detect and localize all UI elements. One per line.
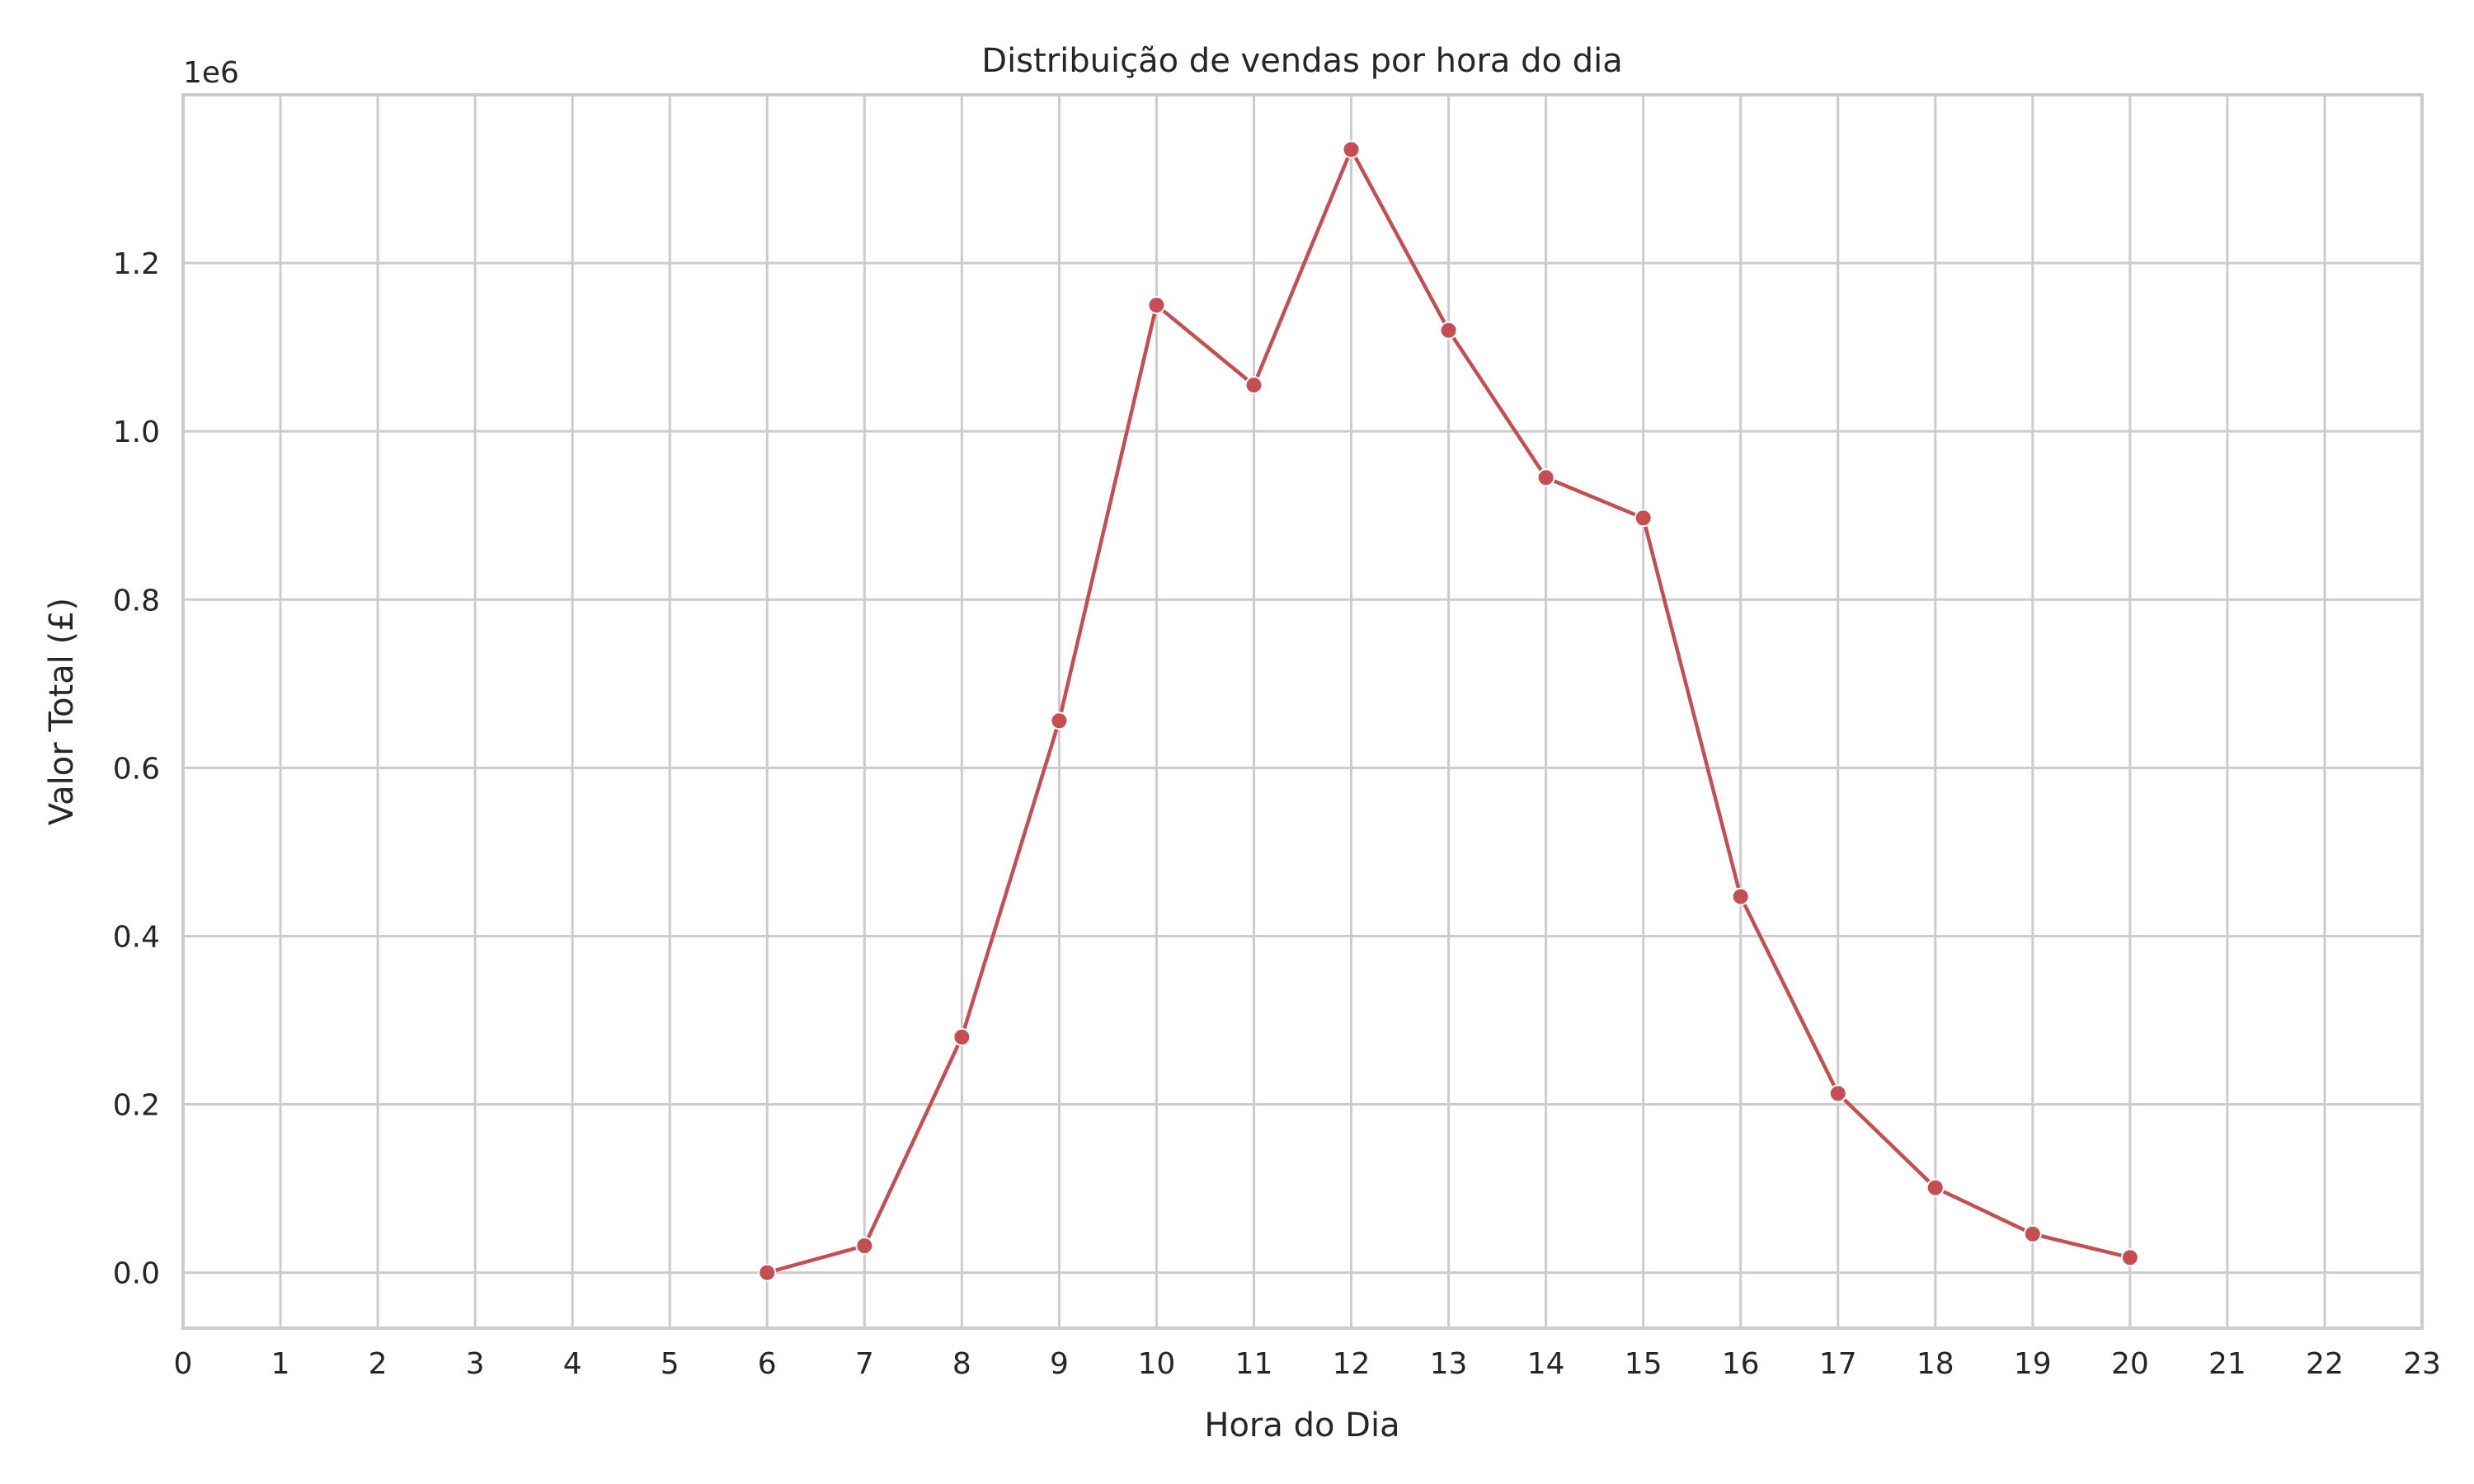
data-point — [952, 1027, 971, 1046]
x-tick-label: 16 — [1722, 1347, 1760, 1381]
data-point — [1147, 296, 1166, 315]
x-tick-label: 6 — [758, 1347, 777, 1381]
x-tick-label: 18 — [1917, 1347, 1954, 1381]
x-tick-label: 1 — [271, 1347, 290, 1381]
y-tick-label: 0.6 — [113, 752, 160, 786]
x-tick-label: 17 — [1819, 1347, 1857, 1381]
x-tick-label: 21 — [2208, 1347, 2246, 1381]
y-tick-label: 0.2 — [113, 1089, 160, 1123]
x-tick-label: 8 — [952, 1347, 971, 1381]
x-tick-label: 3 — [466, 1347, 485, 1381]
data-point — [2023, 1224, 2042, 1243]
x-tick-label: 10 — [1138, 1347, 1176, 1381]
x-tick-label: 19 — [2014, 1347, 2052, 1381]
x-tick-label: 0 — [174, 1347, 193, 1381]
data-point — [1634, 509, 1653, 528]
x-tick-label: 23 — [2403, 1347, 2441, 1381]
x-tick-label: 20 — [2111, 1347, 2149, 1381]
grid-lines — [181, 95, 2424, 1328]
y-tick-label: 0.8 — [113, 584, 160, 618]
x-tick-labels: 0 1 2 3 4 5 6 7 8 9 10 11 12 13 14 15 16 17 18 19 20 21 22 23 — [174, 1347, 2441, 1381]
x-tick-label: 2 — [369, 1347, 388, 1381]
y-axis-label: Valor Total (£) — [43, 598, 81, 825]
x-tick-label: 22 — [2306, 1347, 2344, 1381]
x-tick-label: 14 — [1527, 1347, 1565, 1381]
data-point — [1828, 1084, 1847, 1103]
data-point — [1439, 321, 1458, 340]
data-point — [1342, 140, 1361, 159]
data-point — [855, 1236, 874, 1255]
data-point — [1536, 468, 1555, 487]
y-offset-label: 1e6 — [183, 56, 239, 90]
series-layer — [758, 140, 2139, 1282]
x-tick-label: 12 — [1333, 1347, 1371, 1381]
y-tick-label: 0.0 — [113, 1257, 160, 1291]
data-point — [1731, 887, 1750, 906]
x-tick-label: 5 — [661, 1347, 680, 1381]
x-tick-label: 4 — [563, 1347, 582, 1381]
y-tick-label: 0.4 — [113, 920, 160, 954]
plot-frame — [181, 93, 2424, 1330]
data-point — [758, 1263, 777, 1282]
x-axis-label: Hora do Dia — [1204, 1407, 1399, 1444]
data-point — [1926, 1178, 1945, 1197]
y-tick-label: 1.2 — [113, 247, 160, 281]
x-tick-label: 13 — [1430, 1347, 1468, 1381]
y-tick-labels: 0.0 0.2 0.4 0.6 0.8 1.0 1.2 — [113, 247, 160, 1291]
y-tick-label: 1.0 — [113, 416, 160, 449]
data-point — [1244, 376, 1263, 395]
chart-title: Distribuição de vendas por hora do dia — [981, 42, 1622, 80]
data-point — [2120, 1248, 2139, 1267]
data-point — [1050, 711, 1069, 730]
x-tick-label: 15 — [1625, 1347, 1663, 1381]
x-tick-label: 7 — [855, 1347, 874, 1381]
x-tick-label: 9 — [1050, 1347, 1069, 1381]
x-tick-label: 11 — [1235, 1347, 1273, 1381]
